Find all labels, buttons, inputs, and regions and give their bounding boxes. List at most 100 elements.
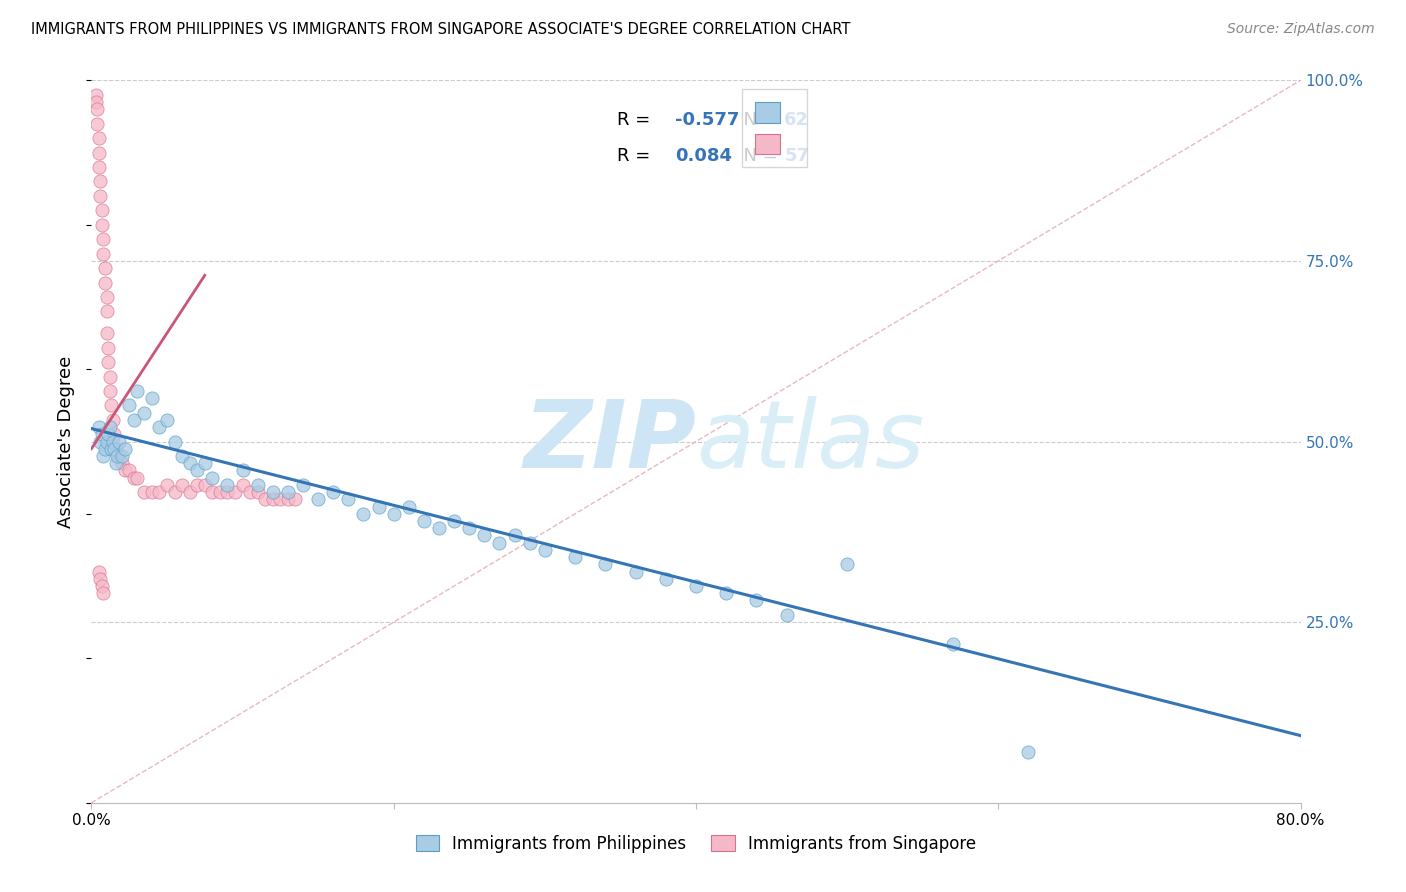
Point	[776, 607, 799, 622]
Point	[103, 442, 125, 456]
Point	[93, 586, 115, 600]
Point	[262, 485, 284, 500]
Point	[262, 492, 284, 507]
Point	[186, 463, 208, 477]
Point	[134, 485, 156, 500]
Point	[458, 521, 481, 535]
Point	[104, 456, 127, 470]
Point	[224, 485, 246, 500]
Point	[122, 470, 145, 484]
Point	[114, 442, 136, 456]
Point	[231, 463, 253, 477]
Point	[141, 485, 163, 500]
Point	[194, 456, 217, 470]
Point	[101, 413, 124, 427]
Point	[84, 87, 107, 102]
Point	[89, 174, 111, 188]
Point	[156, 413, 179, 427]
Point	[685, 579, 707, 593]
Point	[201, 470, 224, 484]
Point	[595, 558, 617, 572]
Point	[163, 485, 186, 500]
Point	[111, 456, 132, 470]
Point	[942, 637, 965, 651]
Y-axis label: Associate's Degree: Associate's Degree	[58, 355, 76, 528]
Point	[246, 478, 269, 492]
Text: R =: R =	[617, 147, 662, 165]
Point	[382, 507, 405, 521]
Point	[352, 507, 374, 521]
Point	[114, 463, 136, 477]
Point	[87, 160, 110, 174]
Point	[101, 434, 124, 449]
Point	[163, 434, 186, 449]
Point	[118, 398, 141, 412]
Point	[100, 398, 122, 412]
Legend: Immigrants from Philippines, Immigrants from Singapore: Immigrants from Philippines, Immigrants …	[409, 828, 983, 860]
Point	[94, 276, 117, 290]
Point	[93, 246, 115, 260]
Point	[156, 478, 179, 492]
Point	[98, 369, 121, 384]
Point	[208, 485, 231, 500]
Point	[745, 593, 768, 607]
Text: N =: N =	[733, 147, 783, 165]
Point	[96, 326, 118, 340]
Point	[427, 521, 450, 535]
Point	[97, 355, 120, 369]
Point	[87, 131, 110, 145]
Point	[96, 434, 118, 449]
Point	[107, 434, 129, 449]
Point	[322, 485, 344, 500]
Point	[714, 586, 737, 600]
Text: IMMIGRANTS FROM PHILIPPINES VS IMMIGRANTS FROM SINGAPORE ASSOCIATE'S DEGREE CORR: IMMIGRANTS FROM PHILIPPINES VS IMMIGRANT…	[31, 22, 851, 37]
Point	[239, 485, 262, 500]
Point	[100, 442, 122, 456]
Point	[86, 117, 108, 131]
Point	[118, 463, 141, 477]
Point	[307, 492, 329, 507]
Text: 0.084: 0.084	[675, 147, 733, 165]
Point	[519, 535, 541, 549]
Point	[107, 449, 129, 463]
Point	[246, 485, 269, 500]
Point	[367, 500, 389, 514]
Point	[89, 189, 111, 203]
Point	[413, 514, 436, 528]
Point	[104, 442, 127, 456]
Point	[254, 492, 277, 507]
Point	[86, 102, 108, 116]
Point	[292, 478, 315, 492]
Text: N =: N =	[733, 111, 783, 129]
Point	[179, 485, 201, 500]
Point	[84, 95, 107, 109]
Point	[125, 384, 148, 398]
Point	[94, 261, 117, 276]
Point	[103, 427, 125, 442]
Point	[503, 528, 526, 542]
Point	[96, 304, 118, 318]
Point	[172, 478, 194, 492]
Point	[277, 485, 299, 500]
Point	[93, 232, 115, 246]
Point	[443, 514, 465, 528]
Point	[201, 485, 224, 500]
Point	[91, 579, 114, 593]
Point	[194, 478, 217, 492]
Point	[624, 565, 647, 579]
Point	[172, 449, 194, 463]
Point	[148, 485, 170, 500]
Point	[105, 449, 128, 463]
Text: -0.577: -0.577	[675, 111, 740, 129]
Text: 57: 57	[785, 147, 810, 165]
Point	[89, 434, 111, 449]
Point	[488, 535, 510, 549]
Point	[269, 492, 291, 507]
Point	[98, 420, 121, 434]
Point	[125, 470, 148, 484]
Point	[98, 384, 121, 398]
Point	[533, 542, 555, 557]
Point	[93, 449, 115, 463]
Text: atlas: atlas	[696, 396, 924, 487]
Point	[91, 203, 114, 218]
